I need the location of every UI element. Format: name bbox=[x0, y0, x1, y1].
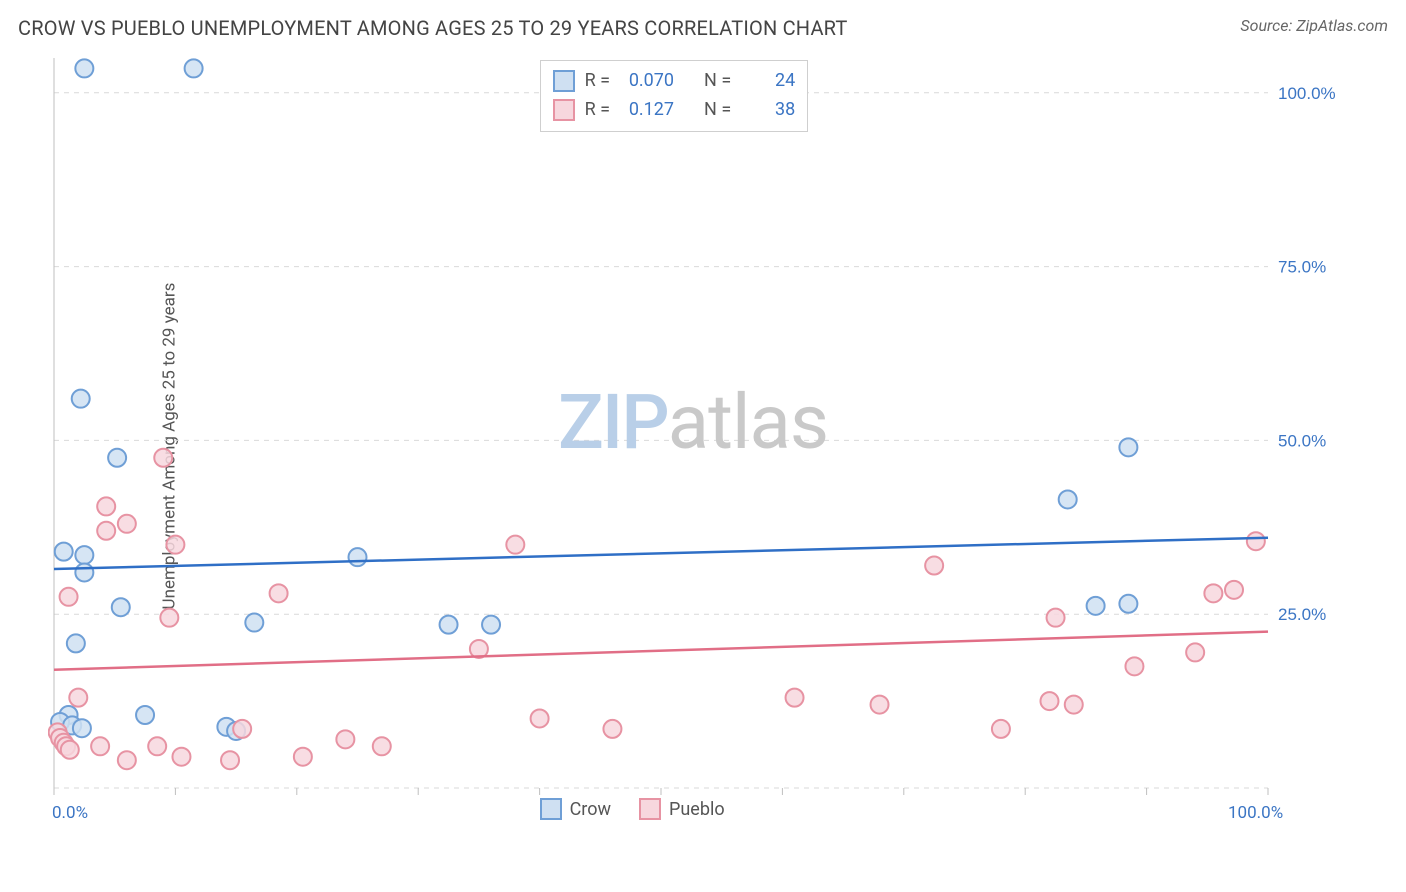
data-point bbox=[531, 709, 549, 727]
y-tick-label: 75.0% bbox=[1278, 258, 1326, 277]
data-point bbox=[1119, 595, 1137, 613]
data-point bbox=[1225, 581, 1243, 599]
plot-svg: 25.0% 50.0% 75.0% 100.0% 0.0% 100.0% bbox=[48, 48, 1338, 828]
data-point bbox=[97, 497, 115, 515]
data-point bbox=[148, 737, 166, 755]
data-point bbox=[91, 737, 109, 755]
data-point bbox=[1087, 597, 1105, 615]
r-label: R = bbox=[585, 67, 610, 96]
n-label: N = bbox=[704, 96, 731, 125]
data-point bbox=[75, 563, 93, 581]
series-legend-item: Crow bbox=[540, 798, 611, 820]
data-point bbox=[154, 449, 172, 467]
legend-swatch bbox=[553, 99, 575, 121]
title-row: CROW VS PUEBLO UNEMPLOYMENT AMONG AGES 2… bbox=[18, 16, 1388, 40]
data-point bbox=[233, 720, 251, 738]
trend-line bbox=[54, 538, 1268, 569]
data-point bbox=[925, 557, 943, 575]
n-value: 24 bbox=[741, 67, 795, 96]
data-point bbox=[440, 616, 458, 634]
data-point bbox=[1065, 696, 1083, 714]
r-value: 0.070 bbox=[620, 67, 674, 96]
data-point bbox=[67, 634, 85, 652]
n-value: 38 bbox=[741, 96, 795, 125]
data-point bbox=[112, 598, 130, 616]
data-point bbox=[1186, 643, 1204, 661]
data-point bbox=[992, 720, 1010, 738]
data-point bbox=[270, 584, 288, 602]
data-point bbox=[75, 59, 93, 77]
y-tick-label: 100.0% bbox=[1278, 84, 1336, 103]
data-point bbox=[245, 614, 263, 632]
data-point bbox=[1125, 657, 1143, 675]
data-point bbox=[166, 536, 184, 554]
data-point bbox=[221, 751, 239, 769]
data-point bbox=[55, 543, 73, 561]
n-label: N = bbox=[704, 67, 731, 96]
data-point bbox=[373, 737, 391, 755]
data-point bbox=[506, 536, 524, 554]
data-point bbox=[1047, 609, 1065, 627]
data-point bbox=[73, 719, 91, 737]
data-point bbox=[1247, 532, 1265, 550]
legend-swatch bbox=[639, 798, 661, 820]
data-point bbox=[1059, 490, 1077, 508]
data-point bbox=[118, 515, 136, 533]
series-legend-item: Pueblo bbox=[639, 798, 725, 820]
data-point bbox=[1204, 584, 1222, 602]
data-point bbox=[336, 730, 354, 748]
data-point bbox=[603, 720, 621, 738]
data-point bbox=[69, 689, 87, 707]
data-point bbox=[1040, 692, 1058, 710]
source-label: Source: ZipAtlas.com bbox=[1240, 16, 1388, 35]
correlation-legend-row: R = 0.070 N = 24 bbox=[553, 67, 796, 96]
data-point bbox=[160, 609, 178, 627]
data-point bbox=[60, 588, 78, 606]
trend-line bbox=[54, 632, 1268, 670]
data-point bbox=[136, 706, 154, 724]
chart-container: CROW VS PUEBLO UNEMPLOYMENT AMONG AGES 2… bbox=[0, 0, 1406, 892]
data-point bbox=[1119, 438, 1137, 456]
y-tick-label: 50.0% bbox=[1278, 431, 1326, 450]
data-point bbox=[185, 59, 203, 77]
y-tick-label: 25.0% bbox=[1278, 605, 1326, 624]
series-name: Pueblo bbox=[669, 799, 725, 820]
r-label: R = bbox=[585, 96, 610, 125]
r-value: 0.127 bbox=[620, 96, 674, 125]
legend-swatch bbox=[540, 798, 562, 820]
data-point bbox=[61, 741, 79, 759]
data-point bbox=[349, 548, 367, 566]
data-point bbox=[108, 449, 126, 467]
data-point bbox=[482, 616, 500, 634]
x-tick-label: 100.0% bbox=[1228, 803, 1283, 823]
data-point bbox=[118, 751, 136, 769]
series-legend: Crow Pueblo bbox=[540, 798, 725, 820]
correlation-legend: R = 0.070 N = 24 R = 0.127 N = 38 bbox=[540, 60, 809, 132]
data-point bbox=[172, 748, 190, 766]
data-point bbox=[294, 748, 312, 766]
data-point bbox=[97, 522, 115, 540]
data-point bbox=[786, 689, 804, 707]
data-point bbox=[871, 696, 889, 714]
data-point bbox=[72, 390, 90, 408]
series-name: Crow bbox=[570, 799, 611, 820]
plot-area: 25.0%50.0%75.0%100.0%0.0%100.0% ZIPatlas… bbox=[48, 48, 1338, 828]
correlation-legend-row: R = 0.127 N = 38 bbox=[553, 96, 796, 125]
legend-swatch bbox=[553, 70, 575, 92]
x-tick-label: 0.0% bbox=[52, 803, 88, 823]
data-point bbox=[75, 546, 93, 564]
chart-title: CROW VS PUEBLO UNEMPLOYMENT AMONG AGES 2… bbox=[18, 16, 848, 40]
